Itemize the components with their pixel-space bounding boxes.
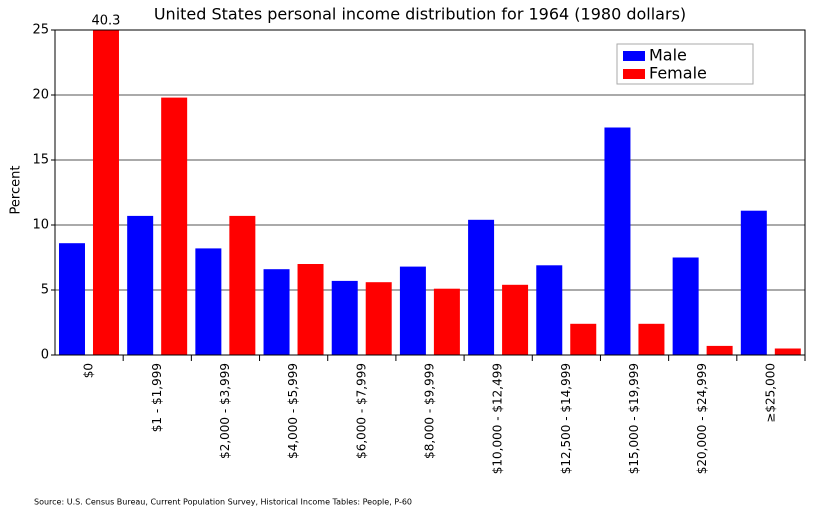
bar bbox=[604, 127, 631, 355]
value-label: 40.3 bbox=[92, 14, 121, 29]
x-tick-label: $10,000 - $12,499 bbox=[491, 363, 505, 474]
bar bbox=[706, 345, 733, 355]
bar bbox=[229, 215, 256, 355]
bar bbox=[774, 348, 801, 355]
x-tick-label: $6,000 - $7,999 bbox=[354, 363, 368, 459]
chart-title: United States personal income distributi… bbox=[154, 5, 686, 24]
bar bbox=[399, 266, 426, 355]
x-tick-label: $4,000 - $5,999 bbox=[286, 363, 300, 459]
bar bbox=[263, 269, 290, 355]
legend-swatch bbox=[623, 51, 645, 61]
bar bbox=[468, 219, 495, 355]
y-tick-label: 0 bbox=[41, 348, 49, 363]
x-tick-label: $20,000 - $24,999 bbox=[695, 363, 709, 474]
bar bbox=[297, 264, 324, 355]
bar bbox=[638, 323, 665, 355]
bar bbox=[161, 97, 188, 355]
bar bbox=[195, 248, 222, 355]
x-tick-label: $2,000 - $3,999 bbox=[218, 363, 232, 459]
bar bbox=[331, 280, 358, 355]
x-tick-label: $12,500 - $14,999 bbox=[559, 363, 573, 474]
bar bbox=[740, 210, 767, 355]
bar bbox=[570, 323, 597, 355]
legend-label: Female bbox=[649, 64, 707, 83]
bar bbox=[365, 282, 392, 355]
bar bbox=[92, 30, 119, 355]
x-tick-label: $1 - $1,999 bbox=[150, 363, 164, 432]
bars bbox=[58, 30, 801, 355]
y-axis-label: Percent bbox=[9, 166, 24, 215]
bar bbox=[502, 284, 529, 355]
bar bbox=[433, 288, 460, 355]
y-tick-label: 20 bbox=[32, 88, 49, 103]
bar bbox=[58, 243, 85, 355]
x-tick-label: $8,000 - $9,999 bbox=[423, 363, 437, 459]
bar bbox=[536, 265, 563, 355]
y-tick-label: 10 bbox=[32, 218, 49, 233]
y-tick-label: 15 bbox=[32, 153, 49, 168]
overlay: 0 5 10 15 20 25 $0 40.3 $1 - $1,999 $2,000 - $3,9… bbox=[32, 14, 806, 474]
y-tick-label: 25 bbox=[32, 23, 49, 38]
bar bbox=[127, 215, 154, 355]
plot-frame bbox=[54, 29, 806, 356]
y-tick-label: 5 bbox=[41, 283, 49, 298]
legend-swatch bbox=[623, 69, 645, 79]
legend-label: Male bbox=[649, 46, 687, 65]
bar bbox=[672, 257, 699, 355]
x-tick-label: ≥$25,000 bbox=[763, 363, 777, 423]
source-note: Source: U.S. Census Bureau, Current Popu… bbox=[34, 498, 412, 507]
x-tick-label: $0 bbox=[82, 363, 96, 378]
x-tick-label: $15,000 - $19,999 bbox=[627, 363, 641, 474]
